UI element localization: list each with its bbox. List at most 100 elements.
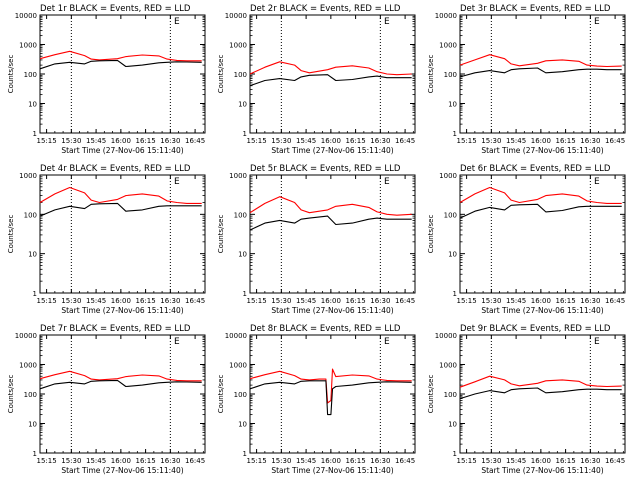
panel-title: Det 5r BLACK = Events, RED = LLD	[250, 164, 401, 174]
y-tick-label: 1	[243, 450, 247, 458]
y-tick-label: 1000	[439, 172, 457, 180]
x-tick-label: 15:45	[86, 137, 106, 145]
y-axis-title: Counts/sec	[7, 215, 15, 254]
x-axis-title: Start Time (27-Nov-06 15:11:40)	[271, 306, 393, 315]
y-axis-title: Counts/sec	[427, 215, 435, 254]
y-tick-label: 10	[238, 421, 247, 429]
panel-title: Det 4r BLACK = Events, RED = LLD	[40, 164, 191, 174]
x-tick-label: 16:30	[370, 297, 390, 305]
series-line-lld	[39, 186, 202, 204]
y-tick-label: 1000	[19, 172, 37, 180]
panel-det-7: Det 7r BLACK = Events, RED = LLD 1 10 100 10…	[7, 324, 206, 475]
x-tick-label: 15:30	[271, 137, 291, 145]
x-tick-label: 16:15	[556, 297, 576, 305]
marker-label: E	[594, 337, 600, 347]
y-tick-label: 1	[453, 130, 457, 138]
marker-label: E	[384, 17, 390, 27]
x-tick-label: 15:30	[481, 457, 501, 465]
y-axis-title: Counts/sec	[217, 375, 225, 414]
y-tick-label: 1	[453, 290, 457, 298]
y-tick-label: 1	[33, 450, 37, 458]
series-line-lld	[39, 370, 202, 382]
x-tick-label: 16:00	[531, 297, 551, 305]
y-tick-label: 1	[453, 450, 457, 458]
y-tick-label: 100	[24, 211, 37, 219]
y-tick-label: 100	[234, 71, 247, 79]
panel-det-4: Det 4r BLACK = Events, RED = LLD 1 10 100 10…	[7, 164, 206, 315]
x-tick-label: 16:45	[395, 137, 415, 145]
series-line-events	[459, 203, 622, 219]
panel-det-8: Det 8r BLACK = Events, RED = LLD 1 10 100 10…	[217, 324, 416, 475]
y-tick-label: 100	[444, 391, 457, 399]
panel-title: Det 3r BLACK = Events, RED = LLD	[460, 4, 611, 14]
y-tick-label: 10	[28, 101, 37, 109]
x-tick-label: 15:30	[481, 137, 501, 145]
x-tick-label: 16:15	[136, 297, 156, 305]
y-tick-label: 10000	[15, 12, 37, 20]
x-tick-label: 15:15	[37, 297, 57, 305]
x-axis-title: Start Time (27-Nov-06 15:11:40)	[481, 306, 603, 315]
x-tick-label: 16:45	[605, 137, 625, 145]
y-tick-label: 10	[238, 251, 247, 259]
marker-label: E	[174, 177, 180, 187]
x-tick-label: 16:30	[580, 297, 600, 305]
series-line-events	[249, 380, 412, 416]
y-tick-label: 1000	[229, 172, 247, 180]
x-tick-label: 16:15	[346, 137, 366, 145]
y-axis-title: Counts/sec	[217, 55, 225, 94]
x-axis-title: Start Time (27-Nov-06 15:11:40)	[481, 146, 603, 155]
y-tick-label: 10	[448, 421, 457, 429]
x-tick-label: 16:30	[370, 137, 390, 145]
y-tick-label: 10000	[15, 332, 37, 340]
x-tick-label: 16:00	[321, 297, 341, 305]
y-tick-label: 1	[243, 130, 247, 138]
y-tick-label: 100	[24, 71, 37, 79]
x-tick-label: 15:45	[296, 457, 316, 465]
x-tick-label: 16:45	[395, 457, 415, 465]
y-axis-title: Counts/sec	[7, 55, 15, 94]
series-line-events	[459, 67, 622, 78]
y-tick-label: 100	[444, 71, 457, 79]
x-tick-label: 16:00	[321, 137, 341, 145]
plot-frame	[459, 174, 626, 294]
x-tick-label: 15:15	[247, 457, 267, 465]
x-tick-label: 15:30	[61, 297, 81, 305]
x-tick-label: 16:45	[605, 457, 625, 465]
y-tick-label: 1	[243, 290, 247, 298]
x-tick-label: 16:45	[185, 137, 205, 145]
x-tick-label: 15:15	[37, 137, 57, 145]
plot-frame	[39, 174, 206, 294]
y-axis-title: Counts/sec	[217, 215, 225, 254]
x-tick-label: 16:30	[580, 457, 600, 465]
x-tick-label: 16:00	[531, 137, 551, 145]
x-tick-label: 16:30	[160, 137, 180, 145]
marker-label: E	[384, 177, 390, 187]
y-tick-label: 10	[448, 101, 457, 109]
y-axis-title: Counts/sec	[7, 375, 15, 414]
plot-frame	[39, 14, 206, 134]
x-tick-label: 15:45	[86, 297, 106, 305]
panel-title: Det 7r BLACK = Events, RED = LLD	[40, 324, 191, 334]
y-tick-label: 1000	[229, 362, 247, 370]
series-line-events	[39, 59, 202, 70]
plot-frame	[39, 334, 206, 454]
x-tick-label: 15:30	[61, 457, 81, 465]
marker-label: E	[594, 177, 600, 187]
x-tick-label: 16:00	[531, 457, 551, 465]
panel-det-3: Det 3r BLACK = Events, RED = LLD 1 10 100 10…	[427, 4, 626, 155]
y-tick-label: 1	[33, 130, 37, 138]
series-line-events	[459, 387, 622, 400]
panel-title: Det 8r BLACK = Events, RED = LLD	[250, 324, 401, 334]
x-tick-label: 15:15	[247, 297, 267, 305]
plot-frame	[249, 174, 416, 294]
plot-frame	[459, 14, 626, 134]
x-tick-label: 16:00	[321, 457, 341, 465]
x-tick-label: 16:30	[160, 297, 180, 305]
series-line-lld	[459, 375, 622, 388]
x-tick-label: 16:15	[556, 457, 576, 465]
panel-title: Det 9r BLACK = Events, RED = LLD	[460, 324, 611, 334]
x-tick-label: 16:15	[346, 457, 366, 465]
x-axis-title: Start Time (27-Nov-06 15:11:40)	[61, 146, 183, 155]
series-line-events	[249, 74, 412, 87]
y-tick-label: 10	[448, 251, 457, 259]
